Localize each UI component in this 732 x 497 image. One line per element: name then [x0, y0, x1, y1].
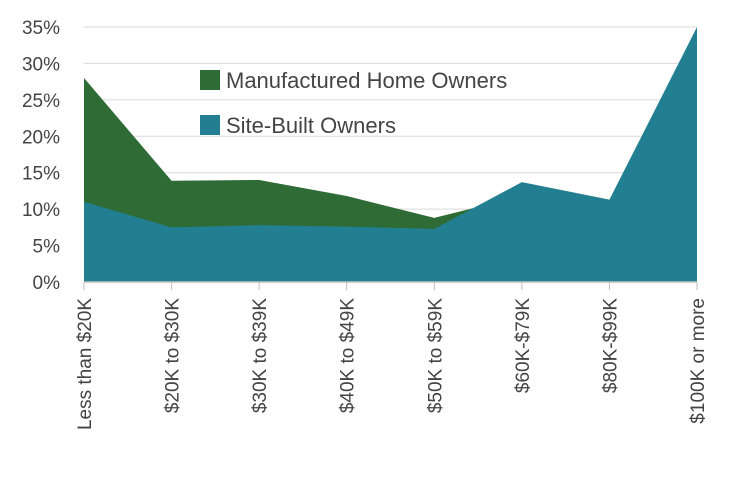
x-tick-label: $50K to $59K	[425, 298, 446, 413]
y-tick-label: 15%	[22, 164, 60, 185]
x-tick-label: $30K to $39K	[250, 298, 271, 413]
y-tick-label: 35%	[22, 18, 60, 39]
x-tick-label: $100K or more	[688, 298, 709, 424]
x-tick-label: $60K-$79K	[513, 298, 534, 393]
y-tick-label: 30%	[22, 54, 60, 75]
y-tick-label: 0%	[33, 273, 61, 294]
area-site-built	[84, 27, 697, 282]
legend-swatch	[200, 70, 220, 90]
legend-swatch	[200, 115, 220, 135]
x-tick-label: $80K-$99K	[600, 298, 621, 393]
legend-label: Manufactured Home Owners	[226, 68, 507, 93]
y-tick-label: 20%	[22, 127, 60, 148]
x-tick-label: $40K to $49K	[338, 298, 359, 413]
y-tick-label: 5%	[33, 237, 61, 258]
x-tick-label: $20K to $30K	[163, 298, 184, 413]
y-tick-label: 10%	[22, 200, 60, 221]
legend-label: Site-Built Owners	[226, 113, 396, 138]
x-tick-label: Less than $20K	[75, 298, 96, 430]
y-tick-label: 25%	[22, 91, 60, 112]
